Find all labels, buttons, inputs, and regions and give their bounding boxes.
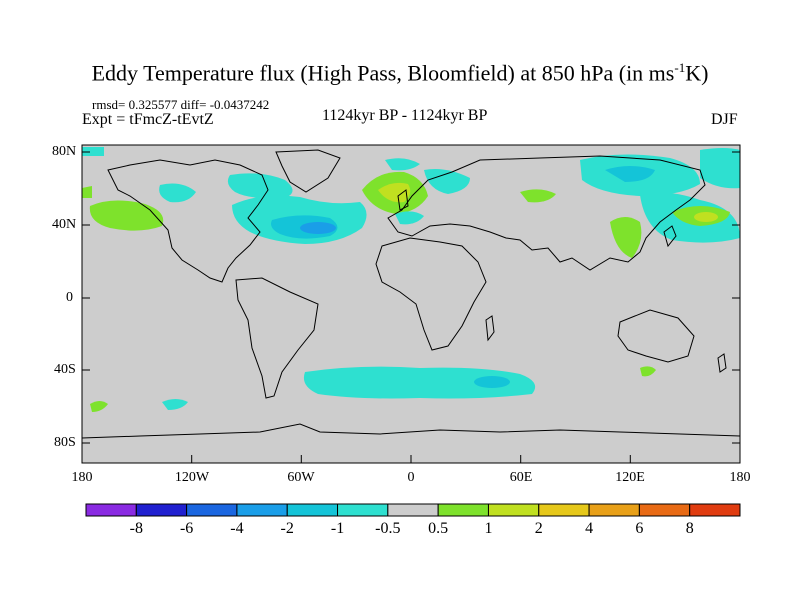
lon-label-60w: 60W — [287, 470, 315, 485]
lat-label-40n: 40N — [52, 217, 77, 232]
colorbar-swatch-7 — [437, 503, 489, 517]
australia-coast — [617, 309, 695, 363]
colorbar-swatch-4 — [286, 503, 339, 517]
colorbar-swatch-3 — [236, 503, 288, 517]
lat-label-0: 0 — [66, 290, 73, 305]
lat-label-80n: 80N — [52, 144, 77, 159]
colorbar-swatch-12 — [689, 503, 741, 517]
labrador-negative-region — [227, 173, 293, 199]
axis-ticks — [82, 151, 740, 463]
southern-ocean-negative-core — [474, 376, 510, 388]
lon-label-60e: 60E — [509, 470, 533, 485]
uk-coast — [397, 189, 409, 211]
colorbar-swatch-0 — [85, 503, 137, 517]
figure-title: Eddy Temperature flux (High Pass, Bloomf… — [91, 60, 709, 86]
lat-label-80s: 80S — [54, 435, 76, 450]
ne-atlantic-positive-core — [378, 182, 411, 203]
colorbar-label-3: -2 — [280, 520, 294, 537]
new-zealand-coast — [717, 353, 727, 373]
japan-coast — [663, 225, 677, 248]
europe-negative-patch — [395, 211, 424, 225]
colorbar-swatch-9 — [538, 503, 590, 517]
madagascar-coast — [485, 315, 495, 342]
lon-label-180w: 180 — [71, 470, 93, 485]
season-label: DJF — [711, 111, 738, 128]
arctic-east-negative-region — [700, 148, 740, 189]
lon-label-180e: 180 — [729, 470, 751, 485]
colorbar-label-6: 0.5 — [428, 520, 449, 537]
nw-america-negative-region — [159, 183, 196, 203]
period-line: 1124kyr BP - 1124kyr BP — [322, 107, 488, 124]
africa-coast — [375, 237, 487, 351]
arctic-west-negative-patch — [82, 147, 104, 156]
south-america-coast — [235, 277, 319, 399]
north-america-coast — [107, 159, 269, 283]
colorbar-label-0: -8 — [129, 520, 143, 537]
ne-pacific-positive-region — [89, 200, 164, 231]
colorbar-swatch-6 — [387, 503, 439, 517]
colorbar-label-4: -1 — [330, 520, 345, 537]
colorbar-swatch-5 — [337, 503, 389, 517]
lon-label-0: 0 — [407, 470, 415, 485]
anomaly-shading — [82, 147, 740, 412]
nw-pacific-positive-core — [694, 212, 718, 222]
colorbar-swatch-2 — [186, 503, 238, 517]
south-pacific-positive-patch — [90, 401, 108, 412]
colorbar-swatch-11 — [638, 503, 691, 517]
greenland-coast — [275, 149, 341, 193]
north-atlantic-negative-peak — [300, 222, 336, 234]
colorbar-label-10: 6 — [635, 520, 644, 537]
antarctica-coast — [82, 423, 740, 439]
dateline-positive-patch — [82, 186, 92, 198]
australia-positive-patch — [640, 366, 656, 377]
lon-label-120e: 120E — [615, 470, 645, 485]
colorbar-label-1: -6 — [179, 520, 194, 537]
colorbar-label-5: -0.5 — [375, 520, 401, 537]
experiment-line: Expt = tFmcZ-tEvtZ — [82, 111, 214, 128]
colorbar-swatch-10 — [588, 503, 640, 517]
lat-label-40s: 40S — [54, 362, 76, 377]
colorbar-swatch-8 — [487, 503, 540, 517]
colorbar-label-8: 2 — [534, 520, 543, 537]
eurasia-coast — [387, 155, 706, 271]
colorbar — [85, 503, 741, 517]
colorbar-label-9: 4 — [585, 520, 594, 537]
east-asia-positive-region — [610, 217, 642, 258]
lon-label-120w: 120W — [174, 470, 210, 485]
siberia-positive-patch — [520, 189, 556, 203]
north-pacific-negative-core — [605, 166, 655, 182]
colorbar-label-7: 1 — [484, 520, 493, 537]
scandinavia-negative-region — [424, 169, 470, 194]
arctic-negative-region — [385, 158, 420, 171]
southern-ocean-negative-band — [303, 366, 536, 399]
colorbar-label-11: 8 — [685, 520, 694, 537]
stats-line: rmsd= 0.325577 diff= -0.0437242 — [92, 97, 270, 112]
colorbar-label-2: -4 — [230, 520, 244, 537]
colorbar-swatch-1 — [135, 503, 188, 517]
coastlines — [82, 149, 740, 439]
south-pacific-negative-patch — [162, 399, 188, 410]
